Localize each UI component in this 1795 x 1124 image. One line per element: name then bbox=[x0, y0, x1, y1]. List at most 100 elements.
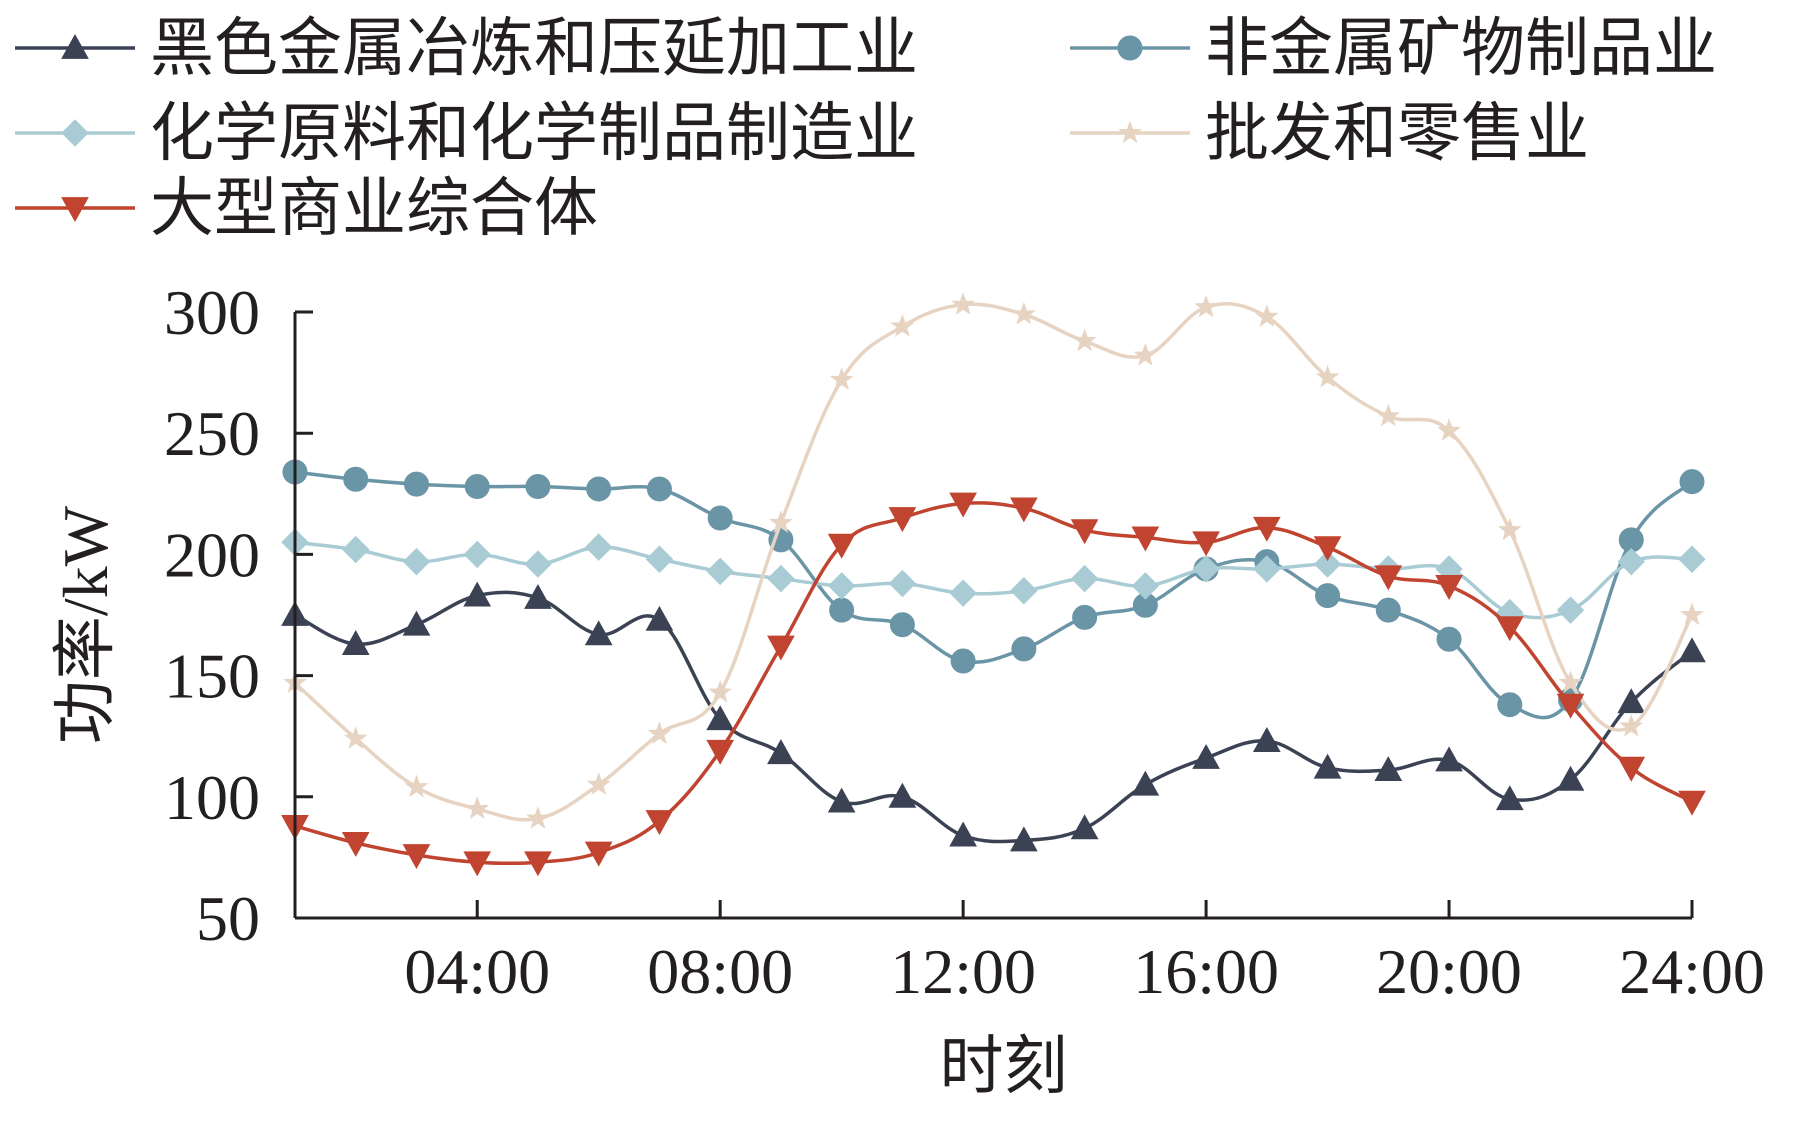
series-3-point bbox=[463, 540, 491, 569]
series-2 bbox=[282, 459, 1705, 720]
y-tick-label: 200 bbox=[164, 519, 260, 590]
series-3-point bbox=[584, 533, 613, 561]
series-2-point bbox=[646, 476, 672, 502]
series-5-point bbox=[1070, 519, 1099, 545]
legend-swatch-marker bbox=[1118, 120, 1142, 144]
x-tick-label: 08:00 bbox=[647, 936, 793, 1007]
series-1-point bbox=[1252, 727, 1281, 752]
series-4-point bbox=[1558, 670, 1583, 693]
series-1-line bbox=[294, 590, 1694, 844]
series-1-point bbox=[827, 787, 856, 813]
series-3-point bbox=[1617, 547, 1645, 576]
series-4-line bbox=[293, 302, 1694, 822]
series-1-point bbox=[341, 630, 370, 655]
series-1-point bbox=[463, 581, 492, 607]
series-1-point bbox=[1131, 770, 1160, 796]
legend-label: 黑色金属冶炼和压延加工业 bbox=[150, 13, 918, 84]
series-5 bbox=[281, 492, 1706, 877]
series-2-point bbox=[1315, 583, 1341, 609]
series-2-point bbox=[464, 474, 490, 500]
series-1-point bbox=[1192, 743, 1220, 769]
series-5-point bbox=[1252, 516, 1281, 542]
y-tick-label: 250 bbox=[164, 398, 260, 469]
series-2-point bbox=[1436, 626, 1462, 652]
legend-label: 大型商业综合体 bbox=[150, 173, 598, 244]
series-3-point bbox=[1192, 555, 1220, 583]
series-4-point bbox=[1619, 714, 1644, 737]
series-1-point bbox=[402, 610, 431, 636]
series-2-point bbox=[1011, 636, 1037, 662]
series-5-point bbox=[1435, 575, 1463, 600]
series-1-point bbox=[767, 739, 795, 765]
series-2-point bbox=[343, 466, 369, 492]
x-axis-title: 时刻 bbox=[940, 1031, 1068, 1102]
series-1-point bbox=[1617, 688, 1646, 714]
x-ticks: 04:00 08:00 12:00 16:00 20:00 24:00 bbox=[404, 900, 1765, 1007]
y-tick-label: 150 bbox=[164, 641, 260, 712]
series-4-point bbox=[404, 774, 429, 798]
series-2-point bbox=[829, 597, 855, 623]
legend-item-3: 化学原料和化学制品制造业 bbox=[15, 98, 918, 169]
series-2-point bbox=[403, 471, 429, 497]
series-1-point bbox=[645, 605, 674, 631]
x-tick-label: 04:00 bbox=[404, 936, 550, 1007]
series-3 bbox=[281, 528, 1706, 627]
legend-item-2: 非金属矿物制品业 bbox=[1070, 13, 1717, 84]
series-3-point bbox=[827, 572, 856, 600]
series-2-point bbox=[1497, 692, 1523, 718]
x-tick-label: 24:00 bbox=[1619, 936, 1765, 1007]
series-4-point bbox=[647, 721, 672, 744]
series-3-point bbox=[1313, 550, 1342, 578]
series-1 bbox=[281, 581, 1706, 852]
legend-swatch-marker bbox=[1117, 35, 1143, 61]
series-5-line bbox=[294, 501, 1693, 866]
legend-item-1: 黑色金属冶炼和压延加工业 bbox=[15, 13, 918, 84]
legend-item-4: 批发和零售业 bbox=[1070, 98, 1589, 169]
series-3-line bbox=[294, 540, 1693, 620]
series-5-point bbox=[949, 492, 977, 518]
series-5-point bbox=[827, 533, 856, 559]
x-tick-label: 12:00 bbox=[890, 936, 1036, 1007]
series-1-point bbox=[706, 705, 735, 731]
series-5-point bbox=[341, 831, 370, 857]
series-3-point bbox=[402, 547, 431, 576]
axes bbox=[293, 312, 1692, 920]
series-4-point bbox=[343, 726, 368, 749]
series-5-point bbox=[524, 851, 552, 877]
series-5-point bbox=[1495, 616, 1524, 642]
series-2-point bbox=[1679, 469, 1705, 495]
series-3-point bbox=[645, 545, 674, 573]
legend-label: 非金属矿物制品业 bbox=[1205, 13, 1717, 84]
series-4-point bbox=[829, 367, 854, 391]
legend-swatch-marker bbox=[61, 119, 89, 147]
series-4-point bbox=[769, 510, 793, 533]
series-3-point bbox=[1556, 596, 1585, 624]
series-4-point bbox=[951, 292, 976, 315]
series-1-point bbox=[1495, 785, 1524, 811]
series-layer bbox=[281, 292, 1706, 877]
y-tick-label: 50 bbox=[196, 883, 260, 954]
series-3-point bbox=[888, 569, 917, 598]
series-1-point bbox=[1556, 765, 1585, 791]
series-1-point bbox=[888, 782, 917, 808]
x-tick-label: 20:00 bbox=[1376, 936, 1522, 1007]
series-2-point bbox=[889, 612, 915, 638]
series-4-point bbox=[526, 806, 550, 829]
y-tick-label: 300 bbox=[164, 277, 260, 348]
series-3-point bbox=[1253, 555, 1281, 583]
series-1-point bbox=[1010, 826, 1038, 852]
legend-label: 批发和零售业 bbox=[1205, 98, 1589, 169]
series-5-point bbox=[706, 739, 735, 765]
series-5-point bbox=[402, 844, 431, 870]
y-ticks: 50 100 150 200 250 300 bbox=[164, 277, 313, 954]
legend-label: 化学原料和化学制品制造业 bbox=[150, 98, 918, 169]
series-5-point bbox=[463, 851, 492, 877]
series-1-point bbox=[1374, 756, 1403, 782]
series-3-point bbox=[706, 557, 734, 586]
series-3-point bbox=[524, 550, 552, 578]
series-3-point bbox=[1010, 577, 1038, 605]
series-5-point bbox=[1617, 756, 1646, 782]
series-2-point bbox=[586, 476, 612, 502]
